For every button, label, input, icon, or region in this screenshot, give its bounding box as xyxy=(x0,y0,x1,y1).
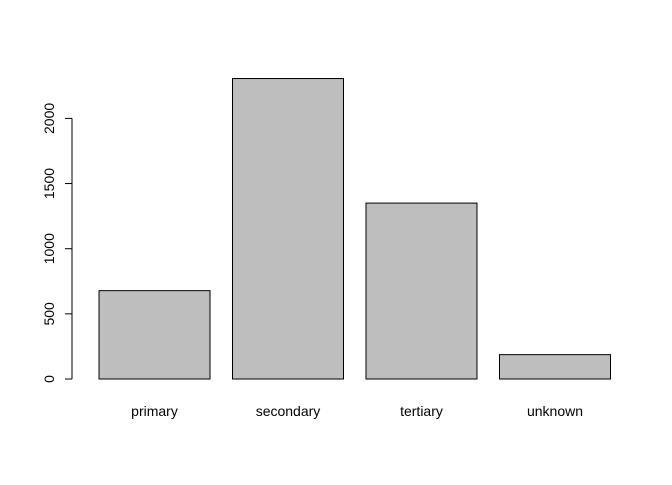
y-tick-label-1000: 1000 xyxy=(41,233,57,264)
x-label-primary: primary xyxy=(131,403,178,419)
y-tick-label-0: 0 xyxy=(41,375,57,383)
y-tick-label-1500: 1500 xyxy=(41,168,57,199)
y-axis: 0 500 1000 1500 2000 xyxy=(41,103,73,383)
x-axis-labels: primary secondary tertiary unknown xyxy=(131,403,583,419)
x-label-unknown: unknown xyxy=(527,403,583,419)
x-label-tertiary: tertiary xyxy=(400,403,443,419)
bar-unknown xyxy=(499,354,611,380)
y-tick-label-2000: 2000 xyxy=(41,103,57,134)
bar-secondary xyxy=(232,78,344,380)
bar-primary xyxy=(98,290,211,380)
bar-tertiary xyxy=(365,202,478,380)
bars-layer xyxy=(98,78,611,380)
y-tick-label-500: 500 xyxy=(41,302,57,326)
x-label-secondary: secondary xyxy=(256,403,321,419)
